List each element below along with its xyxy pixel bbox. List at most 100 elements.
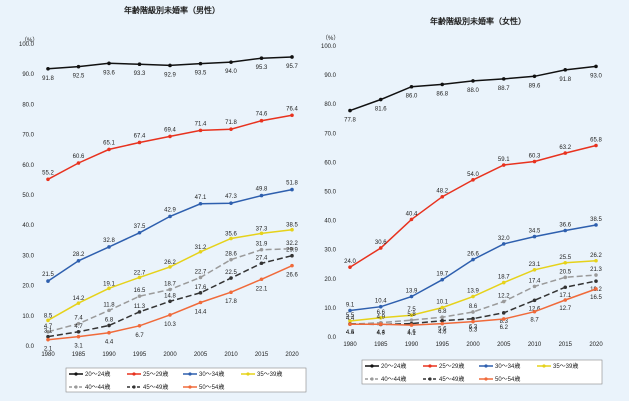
data-point [76, 334, 81, 339]
data-label: 6.8 [105, 317, 114, 323]
data-label: 27.4 [256, 255, 268, 261]
data-point [563, 68, 568, 72]
data-label: 93.6 [103, 70, 115, 76]
legend-label: 45～49歳 [439, 375, 464, 383]
data-label: 51.8 [286, 181, 298, 187]
data-label: 31.9 [256, 242, 268, 248]
data-label: 34.5 [529, 229, 541, 235]
data-label: 48.2 [436, 189, 448, 195]
data-label: 8.6 [469, 304, 478, 310]
data-point [107, 323, 111, 328]
data-label: 14.8 [164, 293, 176, 299]
legend-label: 50～54歳 [199, 383, 224, 391]
data-label: 16.5 [590, 295, 602, 301]
data-label: 92.5 [73, 74, 85, 80]
data-point [563, 260, 568, 265]
data-label: 4.1 [407, 331, 416, 337]
data-point [501, 77, 506, 81]
data-label: 3.1 [74, 344, 83, 350]
data-label: 92.9 [164, 72, 176, 78]
legend-label: 50～54歳 [495, 375, 520, 383]
data-label: 95.7 [286, 64, 298, 70]
data-point [198, 249, 203, 254]
data-point [440, 321, 445, 326]
x-tick-label: 1995 [436, 342, 450, 348]
data-point [76, 330, 81, 334]
data-point [107, 61, 111, 66]
data-label: 42.9 [164, 207, 176, 213]
data-point [348, 308, 352, 313]
data-label: 26.2 [590, 253, 602, 259]
y-tick-label: 80.0 [324, 102, 336, 108]
x-tick-label: 2005 [497, 342, 511, 348]
data-point [471, 178, 475, 182]
data-point [259, 193, 264, 198]
data-point [471, 79, 475, 83]
data-label: 29.9 [286, 248, 298, 254]
y-tick-label: 70.0 [22, 133, 34, 139]
data-label: 11.3 [134, 304, 146, 310]
y-tick-label: 90.0 [324, 73, 336, 79]
data-point [107, 245, 111, 249]
data-point [409, 84, 414, 89]
data-label: 4.6 [407, 330, 416, 336]
data-label: 21.3 [590, 267, 602, 273]
legend-label: 25～29歳 [143, 370, 168, 378]
data-point [259, 118, 264, 123]
data-label: 60.6 [73, 154, 85, 160]
data-label: 86.8 [436, 91, 448, 97]
data-label: 4.7 [74, 324, 83, 330]
data-label: 6.6 [377, 310, 386, 316]
x-tick-label: 2000 [466, 342, 480, 348]
data-point [594, 223, 598, 227]
y-tick-label: 60.0 [22, 163, 34, 169]
legend-marker [74, 385, 78, 389]
y-tick-label: 20.0 [22, 284, 34, 290]
data-label: 93.5 [195, 71, 207, 77]
chart-title: 年齢階級別未婚率（女性） [430, 16, 526, 26]
data-label: 6.2 [500, 325, 509, 331]
data-point [76, 321, 81, 326]
data-point [46, 177, 50, 182]
data-point [137, 294, 142, 298]
data-label: 8.7 [530, 318, 539, 324]
data-point [46, 279, 50, 283]
data-point [563, 228, 568, 233]
data-point [501, 299, 506, 304]
data-label: 86.0 [406, 94, 418, 100]
legend-label: 20～24歳 [85, 370, 110, 378]
data-point [594, 279, 598, 283]
data-point [198, 275, 203, 280]
data-point [229, 290, 233, 295]
legend-label: 40～44歳 [381, 375, 406, 383]
data-point [259, 56, 264, 60]
data-label: 22.7 [195, 269, 207, 275]
data-point [594, 64, 598, 69]
data-label: 26.6 [467, 252, 479, 258]
data-point [378, 97, 383, 102]
data-label: 8.5 [44, 313, 53, 319]
data-point [594, 273, 598, 277]
data-point [471, 319, 475, 324]
data-label: 71.4 [195, 121, 207, 127]
y-tick-label: 10.0 [324, 306, 336, 312]
data-point [501, 242, 506, 246]
data-point [46, 66, 50, 71]
chart-female: 年齢階級別未婚率（女性） （%） 0.0 10.0 20.0 30.0 40.0 50.0… [321, 16, 603, 385]
data-label: 25.5 [559, 255, 571, 261]
data-label: 14.4 [195, 310, 207, 316]
data-label: 7.4 [74, 316, 83, 322]
legend-label: 45～49歳 [143, 383, 168, 391]
data-label: 14.2 [73, 296, 85, 302]
data-label: 35.6 [225, 231, 237, 237]
data-label: 17.4 [529, 278, 541, 284]
data-point [378, 322, 383, 326]
data-point [198, 291, 203, 295]
chart-title: 年齢階級別未婚率（男性） [124, 5, 220, 15]
data-point [348, 265, 352, 269]
data-label: 76.4 [286, 106, 298, 112]
data-label: 4.5 [346, 330, 355, 336]
data-label: 22.5 [225, 270, 237, 276]
data-label: 38.5 [286, 223, 298, 229]
